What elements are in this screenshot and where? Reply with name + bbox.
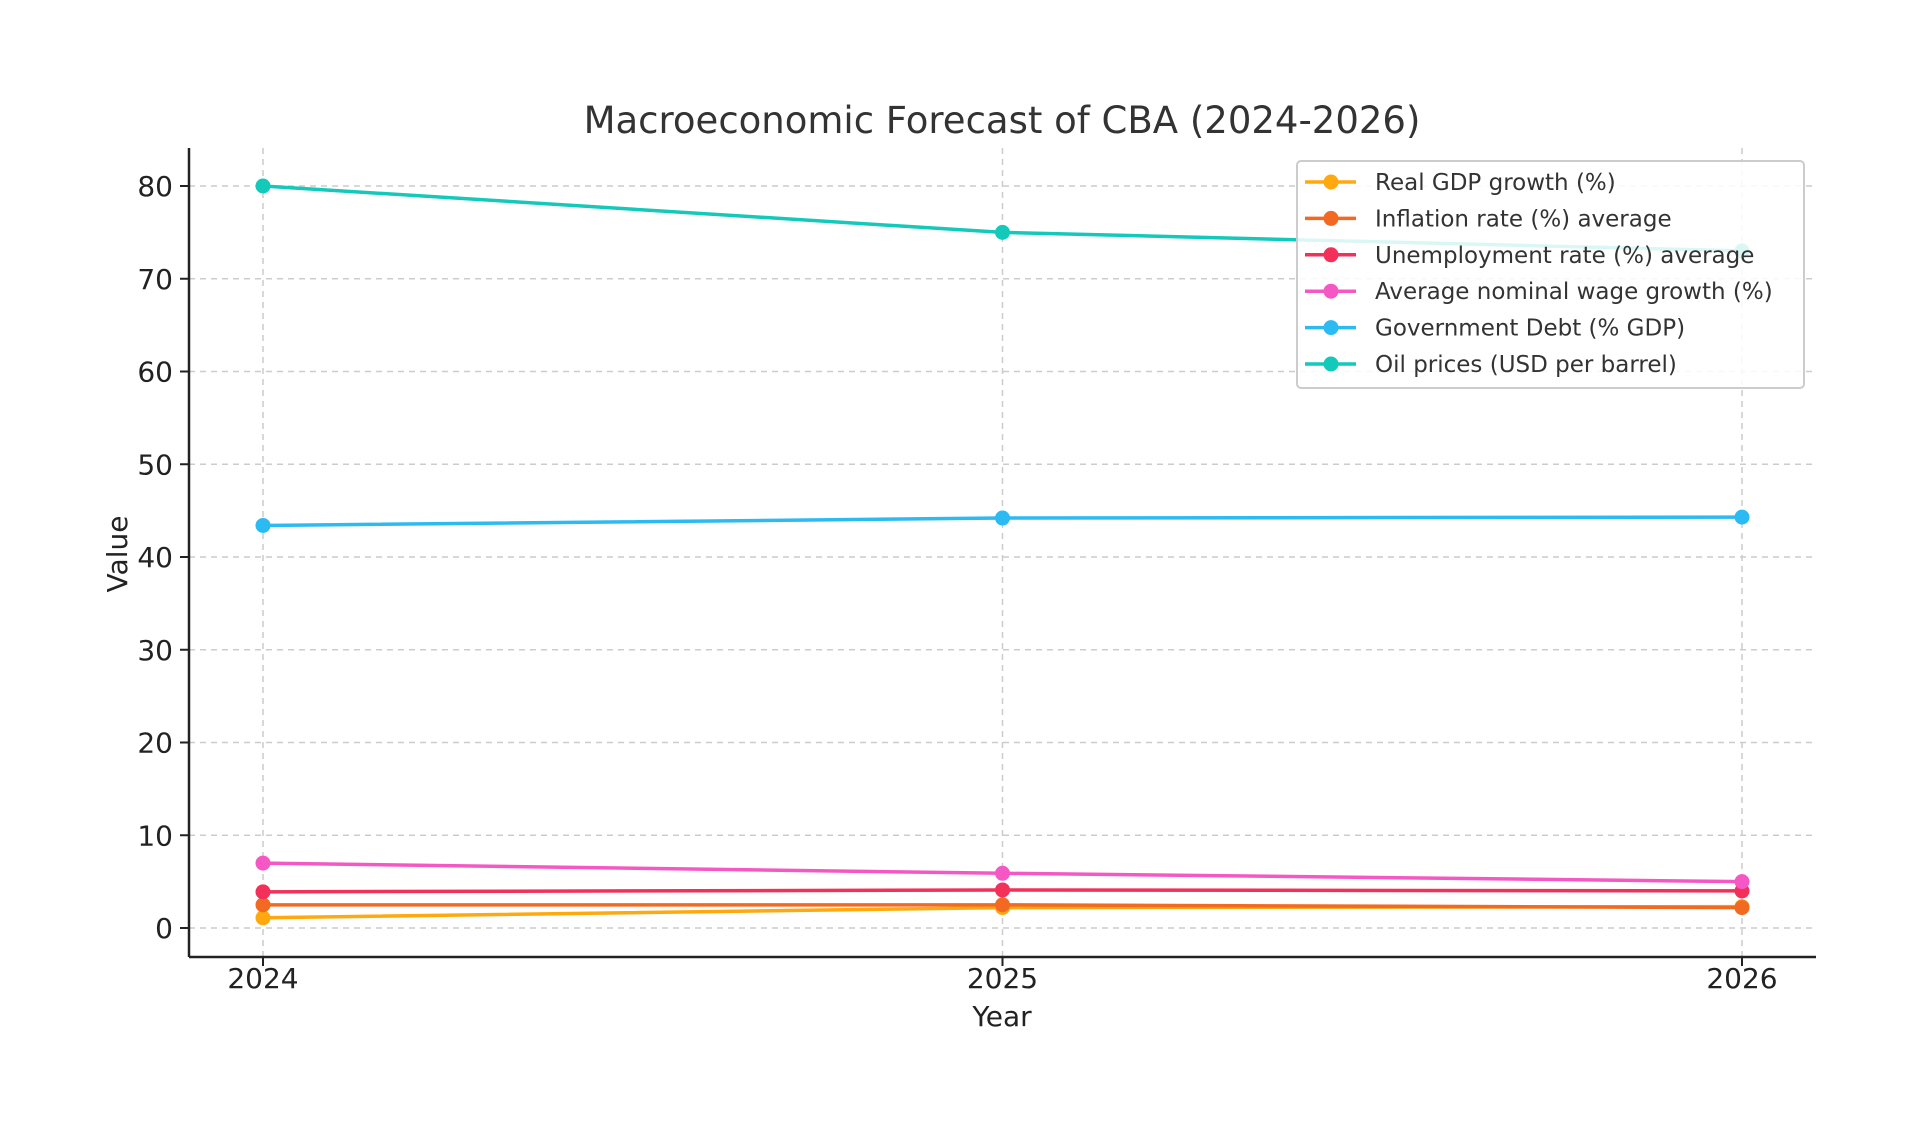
- x-tick-label: 2025: [967, 962, 1038, 995]
- data-point: [255, 897, 271, 913]
- x-tick-label: 2024: [227, 962, 298, 995]
- y-tick-label: 10: [137, 819, 173, 852]
- series-3: [255, 855, 1750, 890]
- data-point: [255, 178, 271, 194]
- y-tick-label: 70: [137, 263, 173, 296]
- legend-label: Government Debt (% GDP): [1375, 316, 1685, 342]
- y-tick-label: 0: [155, 912, 173, 945]
- legend-label: Average nominal wage growth (%): [1375, 279, 1773, 305]
- data-point: [1734, 900, 1750, 916]
- legend-marker: [1323, 320, 1339, 336]
- data-point: [1734, 509, 1750, 525]
- legend-marker: [1323, 210, 1339, 226]
- data-point: [995, 224, 1010, 240]
- legend-item: Oil prices (USD per barrel): [1305, 352, 1677, 378]
- chart-title: Macroeconomic Forecast of CBA (2024-2026…: [584, 99, 1421, 142]
- data-point: [995, 865, 1010, 881]
- x-axis-label: Year: [971, 1000, 1032, 1033]
- data-point: [255, 855, 271, 871]
- y-tick-label: 40: [137, 541, 173, 574]
- legend-marker: [1323, 283, 1339, 299]
- series-2: [255, 882, 1750, 900]
- data-point: [995, 510, 1010, 526]
- data-point: [995, 882, 1010, 898]
- legend-marker: [1323, 174, 1339, 190]
- legend-label: Unemployment rate (%) average: [1375, 243, 1754, 269]
- series-layer: [255, 178, 1750, 926]
- y-tick-label: 60: [137, 356, 173, 389]
- legend-marker: [1323, 247, 1339, 263]
- legend-marker: [1323, 356, 1339, 372]
- y-tick-label: 30: [137, 634, 173, 667]
- y-tick-label: 80: [137, 170, 173, 203]
- data-point: [255, 910, 271, 926]
- legend-label: Real GDP growth (%): [1375, 170, 1616, 196]
- legend-item: Unemployment rate (%) average: [1305, 243, 1754, 269]
- y-axis-label: Value: [101, 516, 134, 593]
- legend-item: Real GDP growth (%): [1305, 170, 1616, 196]
- ticks: 0 10 20 30 40 50 60 70 80 2024 2025 2026: [137, 170, 1777, 995]
- y-tick-label: 20: [137, 727, 173, 760]
- legend: Real GDP growth (%) Inflation rate (%) av…: [1296, 160, 1805, 389]
- legend-box: [1296, 160, 1805, 389]
- legend-item: Inflation rate (%) average: [1305, 206, 1672, 232]
- y-tick-label: 50: [137, 448, 173, 481]
- x-tick-label: 2026: [1706, 962, 1777, 995]
- series-4: [255, 509, 1750, 533]
- data-point: [995, 897, 1010, 913]
- legend-label: Oil prices (USD per barrel): [1375, 352, 1677, 378]
- data-point: [255, 884, 271, 900]
- legend-label: Inflation rate (%) average: [1375, 206, 1672, 232]
- series-1: [255, 897, 1750, 916]
- legend-item: Average nominal wage growth (%): [1305, 279, 1773, 305]
- data-point: [1734, 874, 1750, 890]
- data-point: [255, 517, 271, 533]
- legend-item: Government Debt (% GDP): [1305, 316, 1685, 342]
